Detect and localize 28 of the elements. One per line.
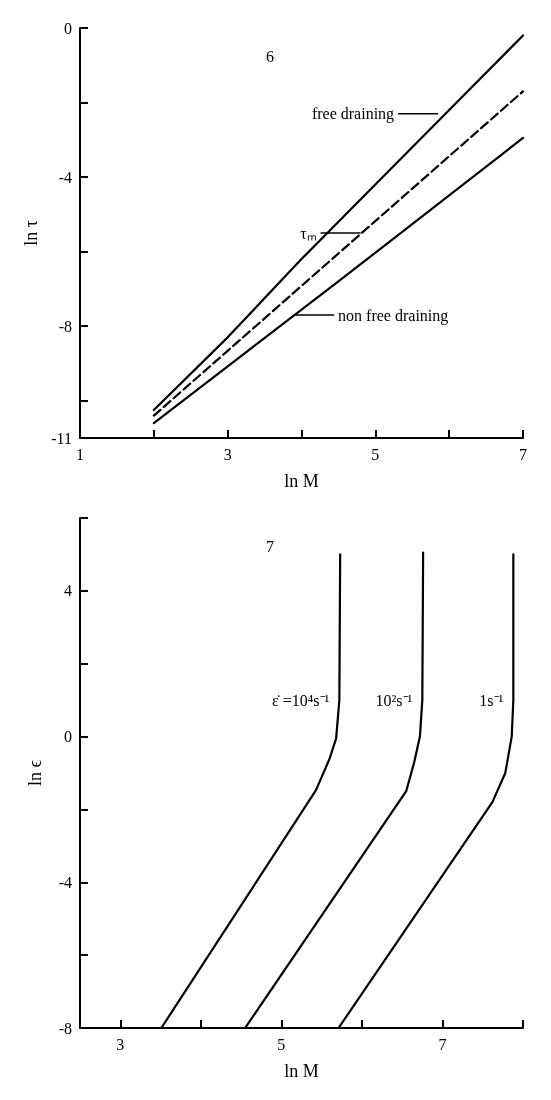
series-label: 10²s⁻¹ <box>375 691 413 709</box>
annotation: τₘ <box>300 224 317 242</box>
annotation: 7 <box>266 537 275 555</box>
x-axis-title: ln M <box>284 471 319 491</box>
y-tick-label: -8 <box>58 1019 72 1037</box>
x-axis-title: ln M <box>284 1061 319 1081</box>
x-tick-label: 3 <box>223 445 232 463</box>
y-axis-title: ln ϵ <box>25 760 45 786</box>
y-tick-label: -4 <box>58 168 72 186</box>
annotation: non free draining <box>338 306 449 325</box>
y-axis-title: ln τ <box>21 220 42 246</box>
x-tick-label: 7 <box>519 445 527 463</box>
y-tick-label: -4 <box>58 873 72 891</box>
x-tick-label: 5 <box>277 1035 286 1053</box>
annotation: 6 <box>266 47 275 65</box>
x-tick-label: 7 <box>438 1035 447 1053</box>
y-tick-label: 4 <box>64 582 72 600</box>
line-series <box>152 34 525 412</box>
annotation: free draining <box>311 105 395 124</box>
y-tick-label: 0 <box>64 728 72 746</box>
series-label: 1s⁻¹ <box>479 691 504 709</box>
x-tick-label: 5 <box>371 445 380 463</box>
y-tick-label: -8 <box>58 317 72 335</box>
y-tick-label: 0 <box>64 19 72 37</box>
x-tick-label: 1 <box>76 445 84 463</box>
x-tick-label: 3 <box>116 1035 125 1053</box>
series-label: ε̇ =10⁴s⁻¹ <box>272 691 330 709</box>
y-tick-label: -11 <box>51 429 72 447</box>
